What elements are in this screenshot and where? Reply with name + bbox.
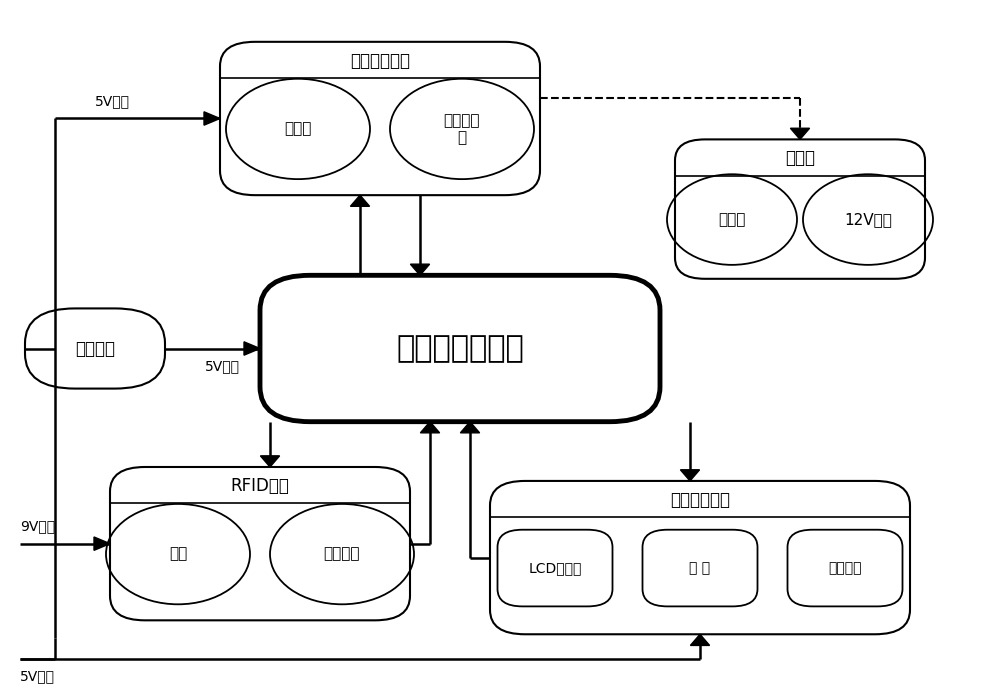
Text: 5V供电: 5V供电 (95, 94, 130, 108)
Polygon shape (244, 342, 260, 355)
Text: 用户交互模块: 用户交互模块 (670, 491, 730, 509)
Polygon shape (410, 264, 430, 275)
Polygon shape (204, 112, 220, 125)
Text: 虚拟键盘: 虚拟键盘 (828, 561, 862, 575)
Text: 5V供电: 5V供电 (205, 359, 240, 373)
FancyBboxPatch shape (25, 309, 165, 389)
Polygon shape (460, 422, 480, 433)
Text: 核心处理器模块: 核心处理器模块 (396, 334, 524, 363)
FancyBboxPatch shape (642, 530, 758, 606)
Text: LCD显示屏: LCD显示屏 (528, 561, 582, 575)
Text: 12V电源: 12V电源 (844, 212, 892, 227)
Text: 电源模块: 电源模块 (75, 339, 115, 358)
Polygon shape (790, 128, 810, 139)
Text: 流量传感
器: 流量传感 器 (444, 113, 480, 145)
Text: 喷药控制模块: 喷药控制模块 (350, 52, 410, 70)
FancyBboxPatch shape (675, 139, 925, 279)
Text: 天线: 天线 (169, 546, 187, 562)
FancyBboxPatch shape (110, 467, 410, 620)
Text: 数据传输: 数据传输 (324, 546, 360, 562)
Polygon shape (690, 634, 710, 645)
FancyBboxPatch shape (220, 42, 540, 195)
FancyBboxPatch shape (497, 530, 612, 606)
Text: RFID模块: RFID模块 (231, 477, 289, 495)
Text: 9V供电: 9V供电 (20, 519, 55, 533)
Text: 5V供电: 5V供电 (20, 669, 55, 683)
Polygon shape (260, 456, 280, 467)
Text: 离心泵: 离心泵 (718, 212, 746, 227)
Polygon shape (420, 422, 440, 433)
FancyBboxPatch shape (260, 275, 660, 422)
Text: 电磁阀: 电磁阀 (284, 121, 312, 137)
Polygon shape (350, 195, 370, 206)
Text: 鼠 标: 鼠 标 (689, 561, 711, 575)
FancyBboxPatch shape (788, 530, 902, 606)
Polygon shape (94, 537, 110, 551)
FancyBboxPatch shape (490, 481, 910, 634)
Polygon shape (680, 470, 700, 481)
Text: 喷药机: 喷药机 (785, 149, 815, 167)
